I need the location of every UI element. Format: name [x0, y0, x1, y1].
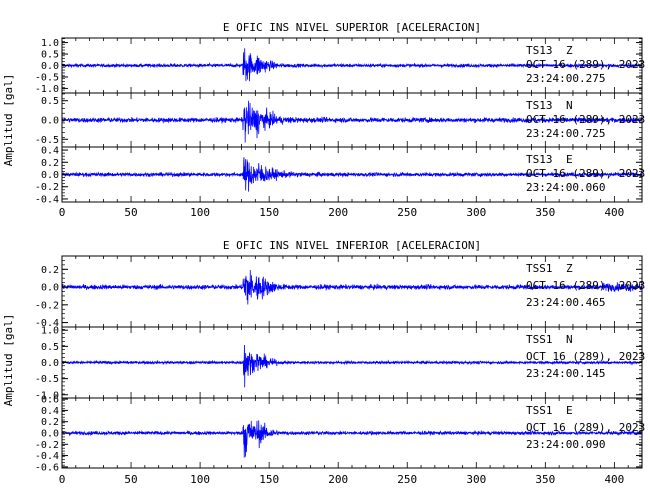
x-tick-label: 250 [397, 206, 417, 219]
y-tick-label: -0.2 [35, 182, 59, 193]
waveform-trace [62, 344, 642, 388]
time-label: 23:24:00.725 [526, 127, 605, 140]
upper-level-group: E OFIC INS NIVEL SUPERIOR [ACELERACION] A… [2, 21, 645, 219]
y-tick-label: 0.0 [41, 283, 59, 294]
y-tick-label: 0.4 [41, 406, 59, 417]
panel-tss1-e: 0.60.40.20.0-0.2-0.4-0.6 TSS1 E OCT 16 (289… [35, 395, 645, 474]
time-label: 23:24:00.090 [526, 438, 605, 451]
y-tick-label: -0.5 [35, 135, 59, 146]
x-tick-label: 0 [59, 206, 66, 219]
time-label: 23:24:00.060 [526, 181, 605, 194]
y-tick-label: 0.2 [41, 265, 59, 276]
y-tick-label: 0.2 [41, 417, 59, 428]
y-axis-label: Amplitud [gal] [2, 314, 15, 407]
date-label: OCT 16 (289), 2023 [526, 58, 645, 71]
station-label: TSS1 [526, 333, 553, 346]
date-label: OCT 16 (289), 2023 [526, 350, 645, 363]
y-tick-label: 1.0 [41, 38, 59, 49]
x-tick-label: 250 [397, 473, 417, 486]
station-label: TSS1 [526, 404, 553, 417]
y-tick-label: 0.5 [41, 50, 59, 61]
component-label: E [566, 404, 573, 417]
x-tick-label: 150 [259, 473, 279, 486]
station-label: TSS1 [526, 262, 553, 275]
date-label: OCT 16 (289), 2023 [526, 167, 645, 180]
y-tick-label: 0.5 [41, 96, 59, 107]
time-label: 23:24:00.145 [526, 367, 605, 380]
date-label: OCT 16 (289), 2023 [526, 279, 645, 292]
x-tick-label: 50 [124, 473, 137, 486]
x-tick-label: 100 [190, 206, 210, 219]
panel-tss1-n: 1.0 0.5 0.0 -0.5 -1.0 TSS1 N OCT 16 (289), 2023… [35, 326, 645, 402]
y-tick-label: -1.0 [35, 390, 59, 401]
y-axis-label: Amplitud [gal] [2, 74, 15, 167]
component-label: N [566, 99, 573, 112]
y-tick-label: -0.2 [35, 440, 59, 451]
y-tick-label: 0.5 [41, 342, 59, 353]
y-tick-label: -1.0 [35, 84, 59, 95]
x-tick-label: 50 [124, 206, 137, 219]
x-tick-label: 400 [604, 473, 624, 486]
time-label: 23:24:00.275 [526, 72, 605, 85]
waveform-trace [62, 157, 642, 192]
x-tick-label: 300 [466, 473, 486, 486]
y-tick-label: 0.2 [41, 158, 59, 169]
waveform-trace [62, 270, 642, 305]
y-tick-label: -0.2 [35, 300, 59, 311]
y-tick-label: 0.6 [41, 395, 59, 406]
x-tick-label: 150 [259, 206, 279, 219]
chart-title: E OFIC INS NIVEL SUPERIOR [ACELERACION] [223, 21, 481, 34]
x-tick-label: 200 [328, 473, 348, 486]
y-tick-label: 0.0 [41, 429, 59, 440]
chart-title: E OFIC INS NIVEL INFERIOR [ACELERACION] [223, 239, 481, 252]
y-tick-label: 1.0 [41, 326, 59, 337]
waveform-trace [62, 420, 642, 458]
x-tick-label: 300 [466, 206, 486, 219]
y-tick-label: -0.4 [35, 194, 59, 205]
component-label: E [566, 153, 573, 166]
x-tick-label: 200 [328, 206, 348, 219]
y-tick-label: 0.0 [41, 61, 59, 72]
x-tick-label: 400 [604, 206, 624, 219]
component-label: Z [566, 262, 573, 275]
x-tick-label: 350 [535, 473, 555, 486]
x-tick-label: 100 [190, 473, 210, 486]
y-tick-label: -0.6 [35, 462, 59, 473]
panel-tss1-z: 0.2 0.0 -0.2 -0.4 TSS1 Z OCT 16 (289), 2023 23:… [35, 255, 645, 329]
y-tick-label: -0.4 [35, 451, 59, 462]
x-tick-label: 350 [535, 206, 555, 219]
y-tick-label: 0.0 [41, 358, 59, 369]
lower-level-group: E OFIC INS NIVEL INFERIOR [ACELERACION] A… [2, 239, 645, 486]
x-tick-label: 0 [59, 473, 66, 486]
y-tick-label: 0.0 [41, 170, 59, 181]
waveform-trace [62, 100, 642, 143]
component-label: Z [566, 44, 573, 57]
waveform-trace [62, 48, 642, 82]
station-label: TS13 [526, 44, 553, 57]
station-label: TS13 [526, 153, 553, 166]
y-tick-label: 0.4 [41, 146, 59, 157]
date-label: OCT 16 (289), 2023 [526, 421, 645, 434]
date-label: OCT 16 (289), 2023 [526, 113, 645, 126]
component-label: N [566, 333, 573, 346]
y-tick-label: 0.0 [41, 116, 59, 127]
y-tick-label: -0.4 [35, 318, 59, 329]
time-label: 23:24:00.465 [526, 296, 605, 309]
station-label: TS13 [526, 99, 553, 112]
y-tick-label: -0.5 [35, 374, 59, 385]
y-tick-label: -0.5 [35, 72, 59, 83]
